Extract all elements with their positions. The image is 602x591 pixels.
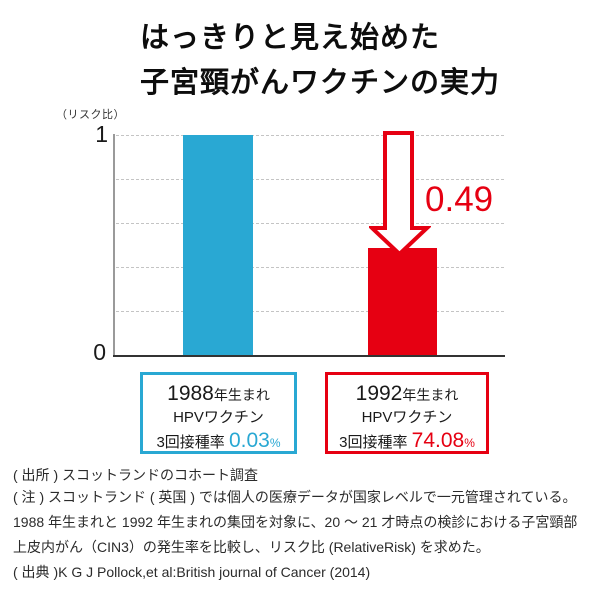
y-tick-label-1: 1 [95,121,108,147]
footer-method-line-1: 1988 年生まれと 1992 年生まれの集団を対象に、20 ～ 21 才時点の… [13,514,578,530]
legend-1992-birth-year: 1992年生まれ [328,382,486,407]
legend-1992-year-suffix: 年生まれ [402,387,459,403]
title-line-2: 子宮頸がんワクチンの実力 [140,67,501,99]
legend-1992-box: 1992年生まれ HPVワクチン 3回接種率 74.08% [325,372,489,454]
footer-notes: ( 出所 ) スコットランドのコホート調査 ( 注 ) スコットランド ( 英国… [13,464,598,583]
legend-1988-rate-value: 0.03 [228,429,270,452]
title-line-1: はっきりと見え始めた [140,22,441,54]
down-arrow-icon [369,131,431,257]
legend-1992-rate-unit: % [464,436,475,450]
legend-1988-vaccine: HPVワクチン [173,409,264,426]
legend-1992-year: 1992 [355,382,403,405]
bar-1992-cohort [368,248,437,355]
gridline-0.8 [116,179,504,180]
y-axis-unit-label: （リスク比） [56,109,125,121]
legend-1992-rate: 3回接種率 74.08% [328,428,486,456]
footer-method-line-2: 上皮内がん（CIN3）の発生率を比較し、リスク比 (RelativeRisk) … [13,539,490,555]
legend-1988-year: 1988 [167,382,214,405]
page-title: はっきりと見え始めた 子宮頸がんワクチンの実力 [140,16,500,106]
gridline-1.0 [116,135,504,136]
legend-1988-box: 1988年生まれ HPVワクチン 3回接種率 0.03% [140,372,297,454]
legend-1988-birth-year: 1988年生まれ [143,382,294,407]
bar-1988-cohort [183,135,253,355]
legend-1992-vaccine: HPVワクチン [361,409,453,426]
footer-source-line: ( 出所 ) スコットランドのコホート調査 [13,467,258,483]
legend-1988-year-suffix: 年生まれ [213,387,270,403]
legend-1992-rate-label: 3回接種率 [339,434,412,451]
gridline-0.2 [116,311,504,312]
legend-1988-rate-unit: % [269,436,281,450]
gridline-0.4 [116,267,504,268]
y-axis-line [113,134,115,357]
legend-1988-rate-label: 3回接種率 [156,434,229,451]
legend-1992-rate-value: 74.08 [411,429,465,452]
legend-1988-rate: 3回接種率 0.03% [143,428,294,456]
x-axis-line [113,355,505,357]
risk-ratio-annotation: 0.49 [425,180,494,219]
footer-note-line: ( 注 ) スコットランド ( 英国 ) では個人の医療データが国家レベルで一元… [13,489,577,505]
gridline-0.6 [116,223,504,224]
footer-citation-line: ( 出典 )K G J Pollock,et al:British journa… [13,564,371,580]
y-tick-label-0: 0 [93,339,106,365]
